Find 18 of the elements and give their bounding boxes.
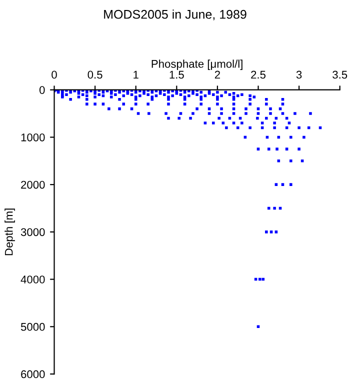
y-tick-label: 5000 (20, 322, 45, 331)
y-tick-label: 2000 (21, 180, 45, 189)
x-tick-label: 0.5 (88, 70, 102, 79)
y-tick-label: 4000 (20, 276, 45, 284)
x-axis-title: Phosphate [μmol/l] (152, 60, 242, 70)
x-tick-label: 0 (52, 70, 57, 79)
y-tick-label: 1000 (21, 133, 45, 142)
y-tick-label: 6000 (21, 370, 45, 378)
x-tick-label: 1.5 (170, 70, 184, 79)
x-tick-label: 2.5 (251, 70, 266, 79)
y-tick-label: 0 (39, 86, 45, 94)
x-tick-label: 3 (296, 70, 302, 79)
x-tick-label: 3.5 (332, 70, 348, 79)
chart-title: MODS2005 in June, 1989 (104, 10, 246, 20)
x-tick-label: 1 (134, 70, 138, 79)
y-tick-label: 3000 (20, 228, 45, 236)
x-tick-label: 2 (214, 70, 220, 79)
y-axis-title: Depth [m] (4, 208, 15, 256)
